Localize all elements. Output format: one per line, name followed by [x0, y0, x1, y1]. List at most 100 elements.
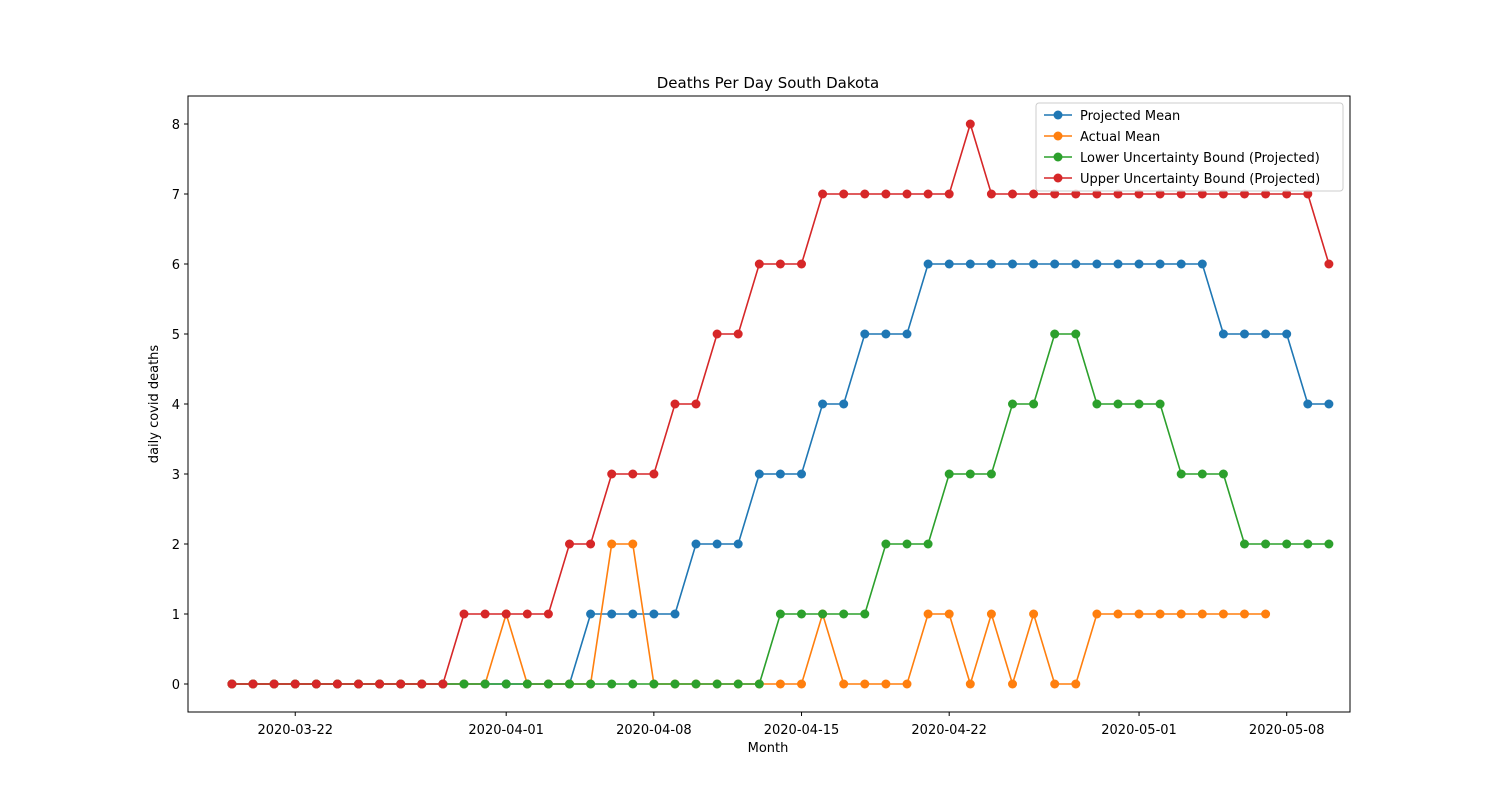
x-tick-label: 2020-05-08 — [1249, 723, 1325, 738]
data-point — [860, 189, 870, 199]
data-point — [1176, 469, 1186, 479]
y-tick-label: 7 — [172, 188, 180, 203]
data-point — [1282, 329, 1292, 339]
data-point — [628, 679, 638, 689]
series-3 — [227, 119, 1334, 689]
x-tick-label: 2020-04-08 — [616, 723, 692, 738]
data-point — [797, 609, 806, 619]
y-tick-label: 1 — [172, 608, 180, 623]
legend-marker — [1053, 131, 1063, 141]
data-point — [1155, 259, 1165, 269]
data-point — [227, 679, 237, 689]
y-axis: 0 1 2 3 4 5 6 7 8 — [172, 118, 188, 693]
data-point — [1092, 399, 1102, 409]
data-point — [1008, 679, 1017, 689]
data-point — [1218, 469, 1228, 479]
data-point — [1282, 189, 1292, 199]
data-point — [586, 539, 596, 549]
data-point — [923, 539, 933, 549]
data-point — [607, 469, 617, 479]
data-point — [354, 679, 363, 689]
data-point — [712, 679, 722, 689]
data-point — [902, 329, 912, 339]
data-point — [965, 259, 975, 269]
data-point — [818, 189, 828, 199]
x-tick-label: 2020-04-01 — [468, 723, 544, 738]
legend: Projected Mean Actual Mean Lower Uncertain… — [1035, 102, 1344, 192]
x-axis: 2020-03-22 2020-04-01 2020-04-08 2020-04-15… — [257, 712, 1324, 738]
data-point — [459, 679, 469, 689]
data-point — [480, 679, 490, 689]
data-point — [1155, 609, 1165, 619]
data-point — [670, 399, 680, 409]
data-point — [754, 679, 764, 689]
data-point — [1071, 189, 1081, 199]
data-point — [1261, 609, 1271, 619]
data-point — [248, 679, 258, 689]
data-point — [839, 609, 849, 619]
x-tick-label: 2020-04-22 — [911, 723, 987, 738]
data-point — [501, 679, 511, 689]
data-point — [839, 189, 849, 199]
data-point — [396, 679, 406, 689]
data-point — [1218, 189, 1228, 199]
data-point — [881, 679, 891, 689]
data-point — [522, 609, 532, 619]
data-point — [797, 469, 806, 479]
data-point — [818, 609, 828, 619]
data-point — [944, 609, 954, 619]
data-point — [565, 679, 574, 689]
data-point — [1240, 189, 1249, 199]
data-point — [1282, 539, 1292, 549]
data-point — [670, 609, 680, 619]
data-point — [1113, 609, 1123, 619]
data-point — [1218, 329, 1228, 339]
data-point — [628, 539, 638, 549]
data-point — [754, 469, 764, 479]
data-point — [1197, 189, 1207, 199]
data-point — [417, 679, 427, 689]
data-point — [438, 679, 448, 689]
data-point — [649, 609, 659, 619]
data-point — [881, 539, 891, 549]
data-point — [965, 469, 975, 479]
data-point — [860, 329, 870, 339]
data-point — [1240, 329, 1249, 339]
data-point — [543, 609, 553, 619]
data-point — [1029, 609, 1039, 619]
data-point — [1113, 399, 1123, 409]
data-point — [1261, 539, 1271, 549]
data-point — [1197, 469, 1207, 479]
legend-label: Lower Uncertainty Bound (Projected) — [1080, 151, 1320, 166]
data-point — [839, 399, 849, 409]
data-point — [1261, 329, 1271, 339]
y-tick-label: 2 — [172, 538, 180, 553]
data-point — [1324, 259, 1334, 269]
data-point — [944, 259, 954, 269]
y-tick-label: 8 — [172, 118, 180, 133]
data-point — [607, 679, 617, 689]
data-point — [1134, 189, 1144, 199]
data-point — [797, 679, 806, 689]
data-point — [986, 259, 996, 269]
data-point — [459, 609, 469, 619]
data-point — [586, 679, 596, 689]
x-tick-label: 2020-03-22 — [257, 723, 333, 738]
data-point — [290, 679, 300, 689]
data-point — [733, 329, 743, 339]
data-point — [902, 679, 912, 689]
data-point — [1029, 399, 1039, 409]
data-point — [1324, 539, 1334, 549]
data-point — [775, 609, 785, 619]
data-point — [1303, 189, 1313, 199]
data-point — [733, 539, 743, 549]
data-point — [1092, 609, 1102, 619]
data-point — [902, 189, 912, 199]
legend-marker — [1053, 173, 1063, 183]
data-point — [965, 119, 975, 129]
legend-label: Projected Mean — [1080, 109, 1180, 124]
chart-title: Deaths Per Day South Dakota — [657, 74, 880, 92]
data-point — [1113, 259, 1123, 269]
legend-marker — [1053, 152, 1063, 162]
